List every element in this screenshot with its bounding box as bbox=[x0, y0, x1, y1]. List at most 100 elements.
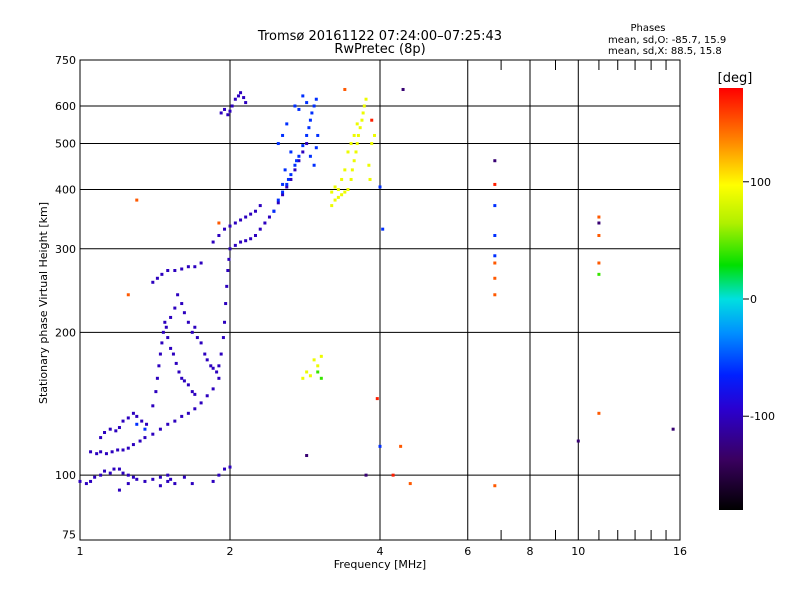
data-point bbox=[381, 227, 385, 231]
data-point bbox=[253, 233, 257, 237]
colorbar-unit: [deg] bbox=[718, 71, 753, 86]
data-point bbox=[493, 484, 497, 488]
data-point bbox=[493, 293, 497, 297]
x-tick-label: 1 bbox=[77, 545, 84, 558]
data-point bbox=[223, 107, 227, 111]
data-point bbox=[375, 397, 379, 401]
data-point bbox=[301, 150, 305, 154]
data-point bbox=[223, 467, 227, 471]
data-point bbox=[117, 488, 121, 492]
data-point bbox=[263, 221, 267, 225]
data-point bbox=[258, 204, 262, 208]
data-point bbox=[157, 364, 161, 368]
x-axis-label: Frequency [MHz] bbox=[334, 558, 426, 571]
data-point bbox=[160, 272, 164, 276]
data-point bbox=[355, 122, 359, 126]
data-point bbox=[166, 336, 170, 340]
data-point bbox=[215, 370, 219, 374]
data-point bbox=[211, 240, 215, 244]
data-point bbox=[281, 182, 285, 186]
data-point bbox=[180, 414, 184, 418]
x-tick-label: 6 bbox=[464, 545, 471, 558]
data-point bbox=[308, 118, 312, 122]
data-point bbox=[297, 159, 301, 163]
data-point bbox=[285, 185, 289, 189]
data-point bbox=[227, 257, 231, 261]
y-axis-label: Stationary phase Virtual Height [km] bbox=[37, 202, 50, 404]
data-point bbox=[361, 111, 365, 115]
data-point bbox=[343, 87, 347, 91]
data-point bbox=[190, 330, 194, 334]
data-point bbox=[362, 104, 366, 108]
data-point bbox=[169, 346, 173, 350]
y-tick-label: 600 bbox=[55, 100, 76, 113]
data-point bbox=[305, 101, 309, 105]
data-point bbox=[166, 422, 170, 426]
data-point bbox=[370, 118, 374, 122]
data-point bbox=[151, 280, 155, 284]
data-point bbox=[126, 293, 130, 297]
data-point bbox=[140, 419, 144, 423]
data-point bbox=[186, 320, 190, 324]
colorbar-tick-label: 0 bbox=[750, 293, 757, 306]
data-point bbox=[312, 358, 316, 362]
data-point bbox=[367, 163, 371, 167]
data-point bbox=[312, 104, 316, 108]
data-point bbox=[205, 358, 209, 362]
data-point bbox=[103, 469, 107, 473]
data-point bbox=[233, 221, 237, 225]
data-point bbox=[126, 416, 130, 420]
data-point bbox=[258, 227, 262, 231]
data-point bbox=[230, 104, 234, 108]
data-point bbox=[121, 419, 125, 423]
data-point bbox=[135, 414, 139, 418]
data-point bbox=[305, 142, 309, 146]
data-point bbox=[155, 376, 159, 380]
data-point bbox=[364, 97, 368, 101]
data-point bbox=[352, 159, 356, 163]
data-point bbox=[239, 240, 243, 244]
data-point bbox=[203, 352, 207, 356]
data-point bbox=[173, 482, 177, 486]
data-point bbox=[114, 429, 118, 433]
colorbar-ticks: 100 0 -100 bbox=[743, 176, 775, 423]
data-point bbox=[217, 473, 221, 477]
data-point bbox=[224, 302, 228, 306]
data-point bbox=[180, 267, 184, 271]
data-point bbox=[330, 204, 334, 208]
data-point bbox=[223, 227, 227, 231]
data-point bbox=[182, 475, 186, 479]
data-point bbox=[217, 376, 221, 380]
data-point bbox=[597, 411, 601, 415]
data-point bbox=[89, 479, 93, 483]
data-point bbox=[211, 366, 215, 370]
data-point bbox=[225, 284, 229, 288]
data-point bbox=[401, 87, 405, 91]
data-point bbox=[239, 218, 243, 222]
data-point bbox=[112, 467, 116, 471]
data-point bbox=[349, 142, 353, 146]
data-point bbox=[408, 482, 412, 486]
chart-subtitle: RwPretec (8p) bbox=[334, 42, 425, 57]
data-point bbox=[173, 269, 177, 273]
data-point bbox=[199, 401, 203, 405]
grid bbox=[80, 60, 680, 540]
data-point bbox=[117, 426, 121, 430]
data-point bbox=[186, 265, 190, 269]
data-point bbox=[95, 452, 99, 456]
data-point bbox=[176, 293, 180, 297]
data-point bbox=[103, 431, 107, 435]
data-point bbox=[199, 341, 203, 345]
data-point bbox=[209, 364, 213, 368]
data-point bbox=[186, 383, 190, 387]
data-point bbox=[211, 387, 215, 391]
data-point bbox=[160, 341, 164, 345]
data-point bbox=[211, 479, 215, 483]
data-point bbox=[117, 467, 121, 471]
data-point bbox=[121, 448, 125, 452]
data-point bbox=[221, 336, 225, 340]
data-point bbox=[343, 190, 347, 194]
phase-stat-o: mean, sd,O: -85.7, 15.9 bbox=[608, 35, 726, 46]
data-point bbox=[373, 133, 377, 137]
